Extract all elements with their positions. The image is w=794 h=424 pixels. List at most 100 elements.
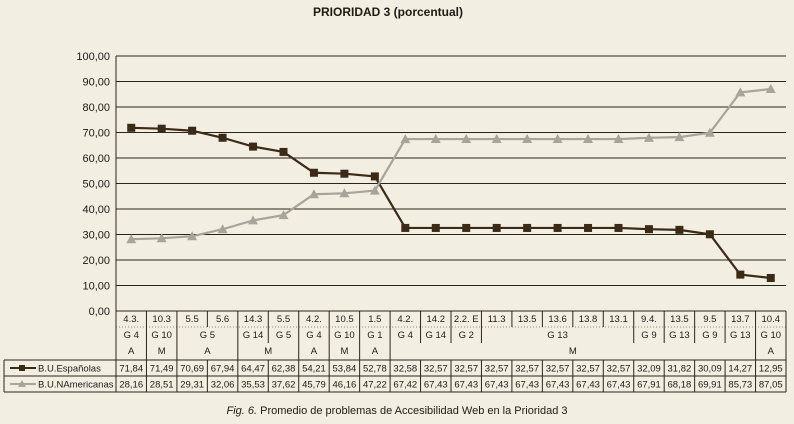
category-level: A [128, 346, 135, 357]
data-table-value: 69,91 [698, 380, 722, 391]
data-table-value: 67,43 [546, 380, 570, 391]
category-code: 2.2. E [454, 314, 479, 325]
data-table-value: 71,49 [150, 364, 174, 375]
category-guideline: G 4 [398, 330, 413, 341]
chart-title: PRIORIDAD 3 (porcentual) [313, 5, 463, 19]
category-code: 4.2. [306, 314, 322, 325]
data-point-square [492, 223, 501, 232]
legend-label: B.U.Españolas [38, 364, 101, 375]
data-point-square [462, 223, 471, 232]
category-level: M [340, 346, 348, 357]
category-level: A [204, 346, 211, 357]
y-tick-label: 20,00 [82, 255, 110, 267]
category-guideline: G 10 [760, 330, 781, 341]
data-table-value: 14,27 [728, 364, 752, 375]
category-guideline: G 14 [243, 330, 264, 341]
data-point-triangle [643, 132, 654, 142]
category-code: 4.3. [123, 314, 139, 325]
data-table-value: 32,57 [576, 364, 600, 375]
data-point-triangle [583, 134, 594, 144]
y-tick-label: 100,00 [76, 51, 110, 63]
data-table-value: 35,53 [241, 380, 265, 391]
data-point-square [279, 147, 288, 156]
category-level: M [158, 346, 166, 357]
data-point-square [431, 223, 440, 232]
data-table-value: 64,47 [241, 364, 265, 375]
data-table-value: 32,57 [454, 364, 478, 375]
data-table-value: 54,21 [302, 364, 326, 375]
data-table-value: 70,69 [180, 364, 204, 375]
data-point-triangle [278, 210, 289, 220]
data-table-value: 32,58 [393, 364, 417, 375]
data-table-value: 12,95 [759, 364, 783, 375]
data-point-triangle [613, 134, 624, 144]
data-point-triangle [704, 127, 715, 137]
y-tick-label: 60,00 [82, 153, 110, 165]
data-point-square [584, 223, 593, 232]
category-code: 14.3 [244, 314, 263, 325]
category-guideline: G 5 [276, 330, 291, 341]
category-guideline: G 10 [334, 330, 355, 341]
data-point-triangle [552, 134, 563, 144]
data-table-value: 67,43 [515, 380, 539, 391]
data-table-value: 67,43 [424, 380, 448, 391]
caption-text: Promedio de problemas de Accesibilidad W… [257, 405, 567, 417]
data-point-triangle [400, 134, 411, 144]
category-guideline: G 4 [124, 330, 139, 341]
data-point-square [766, 273, 775, 282]
y-tick-label: 50,00 [82, 179, 110, 191]
legend-marker-triangle [18, 380, 26, 387]
y-tick-label: 30,00 [82, 230, 110, 242]
data-table-value: 28,51 [150, 380, 174, 391]
series-line [131, 87, 771, 241]
data-point-square [736, 270, 745, 279]
y-tick-label: 10,00 [82, 281, 110, 293]
category-guideline: G 4 [306, 330, 321, 341]
data-table-value: 37,62 [272, 380, 296, 391]
data-point-triangle [369, 185, 380, 195]
data-table-value: 67,42 [393, 380, 417, 391]
data-table-value: 32,57 [546, 364, 570, 375]
data-table-value: 71,84 [119, 364, 143, 375]
data-point-square [157, 124, 166, 133]
data-point-triangle [461, 134, 472, 144]
data-point-square [644, 225, 653, 234]
data-point-triangle [674, 132, 685, 142]
data-table-value: 32,57 [607, 364, 631, 375]
data-point-triangle [308, 189, 319, 199]
data-point-square [249, 142, 258, 151]
category-code: 13.8 [579, 314, 598, 325]
data-table-value: 53,84 [333, 364, 357, 375]
data-table-value: 68,18 [668, 380, 692, 391]
data-point-square [705, 230, 714, 239]
data-point-triangle [765, 84, 776, 94]
y-tick-label: 90,00 [82, 77, 110, 89]
category-code: 5.6 [216, 314, 229, 325]
data-point-square [188, 126, 197, 135]
category-code: 10.3 [152, 314, 171, 325]
data-table-value: 85,73 [728, 380, 752, 391]
data-table-value: 45,79 [302, 380, 326, 391]
data-point-square [309, 168, 318, 177]
data-point-triangle [217, 224, 228, 234]
category-code: 10.5 [335, 314, 354, 325]
category-code: 13.5 [670, 314, 689, 325]
series-line [131, 126, 771, 280]
figure-caption: Fig. 6. Promedio de problemas de Accesib… [227, 405, 568, 417]
data-point-triangle [248, 215, 259, 225]
data-table-value: 31,82 [668, 364, 692, 375]
category-level: M [569, 346, 577, 357]
data-table-value: 32,09 [637, 364, 661, 375]
category-code: 5.5 [186, 314, 199, 325]
category-code: 1.5 [368, 314, 381, 325]
category-guideline: G 9 [641, 330, 656, 341]
data-table-value: 47,22 [363, 380, 387, 391]
data-table-value: 32,06 [211, 380, 235, 391]
category-code: 9.4. [641, 314, 657, 325]
data-point-triangle [187, 231, 198, 241]
data-table-value: 29,31 [180, 380, 204, 391]
data-point-triangle [339, 188, 350, 198]
data-table-value: 67,94 [211, 364, 235, 375]
